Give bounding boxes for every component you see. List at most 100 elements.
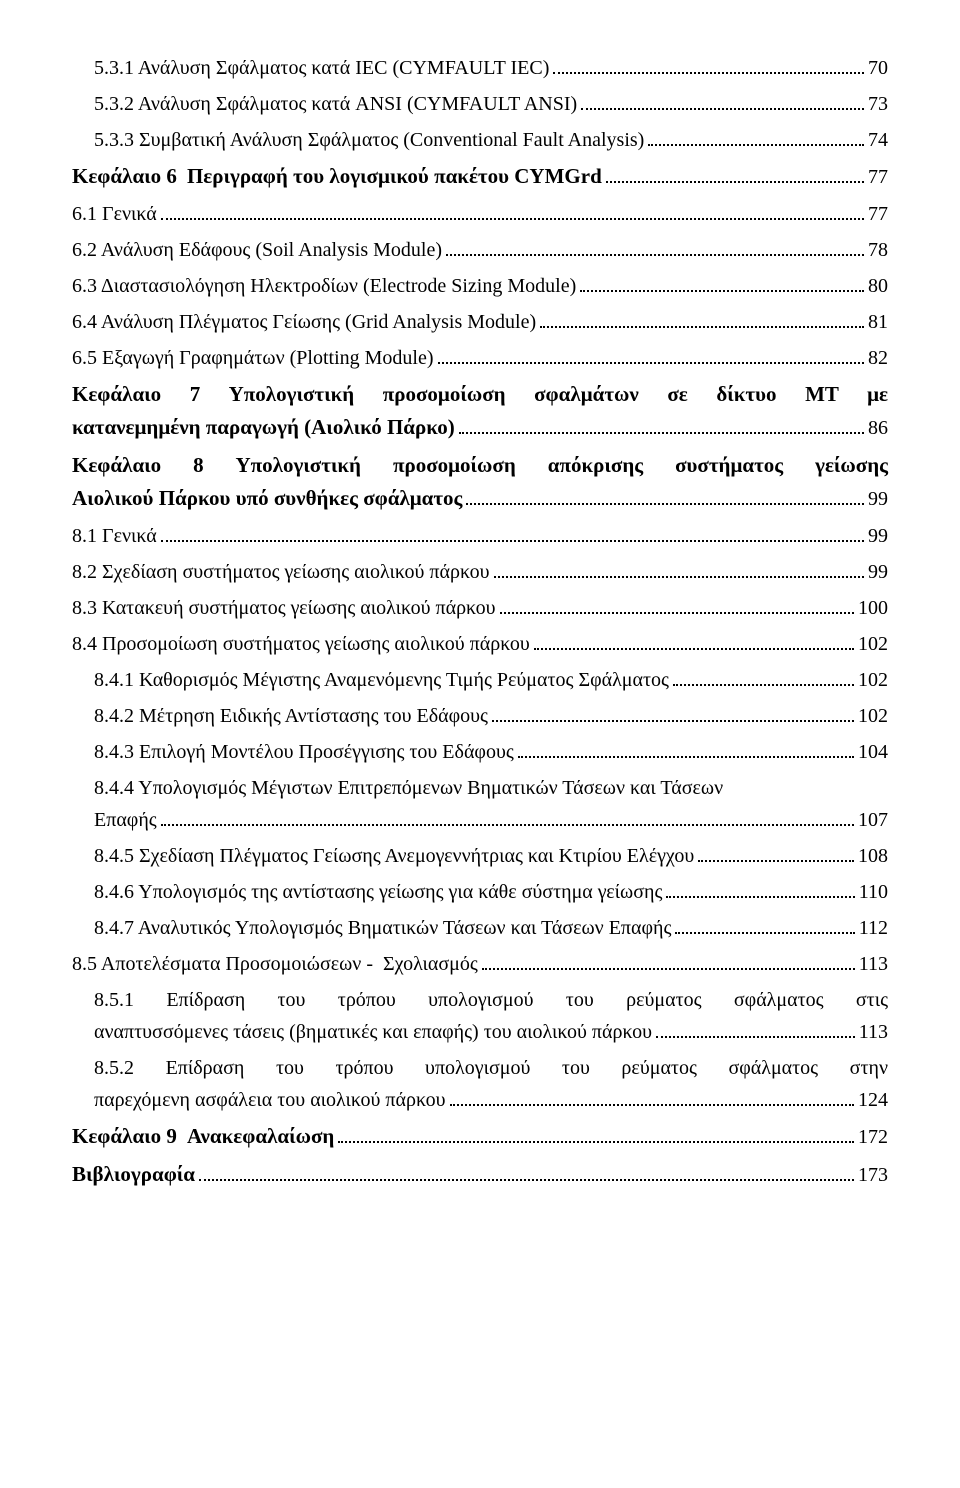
- toc-page-number: 172: [858, 1121, 888, 1153]
- toc-label: 5.3.2 Ανάλυση Σφάλματος κατά ANSI (CYMFA…: [94, 88, 577, 120]
- toc-chapter-entry: Κεφάλαιο 9 Ανακεφαλαίωση172: [72, 1120, 888, 1154]
- toc-leader-dots: [459, 432, 864, 434]
- toc-entry: 8.5.2 Επίδραση του τρόπου υπολογισμού το…: [72, 1052, 888, 1116]
- toc-page-number: 110: [859, 876, 888, 908]
- toc-entry: 5.3.1 Ανάλυση Σφάλματος κατά IEC (CYMFAU…: [72, 52, 888, 84]
- toc-label: 8.3 Κατακευή συστήματος γείωσης αιολικού…: [72, 592, 496, 624]
- toc-leader-dots: [466, 503, 864, 505]
- toc-page-number: 100: [858, 592, 888, 624]
- toc-chapter-title: Περιγραφή του λογισμικού πακέτου CYMGrd: [187, 164, 602, 188]
- toc-entry: 8.5 Αποτελέσματα Προσομοιώσεων - Σχολιασ…: [72, 948, 888, 980]
- toc-chapter-title-line1: Υπολογιστική προσομοίωση σφαλμάτων σε δί…: [229, 382, 888, 406]
- toc-label-line1: 8.5.2 Επίδραση του τρόπου υπολογισμού το…: [94, 1052, 888, 1084]
- toc-chapter-title-line2: Αιολικού Πάρκου υπό συνθήκες σφάλματος: [72, 482, 462, 516]
- toc-page-number: 77: [868, 161, 888, 193]
- toc-leader-dots: [450, 1104, 854, 1106]
- toc-entry: 8.4.1 Καθορισμός Μέγιστης Αναμενόμενης Τ…: [72, 664, 888, 696]
- toc-label: 8.4.2 Μέτρηση Ειδικής Αντίστασης του Εδά…: [94, 700, 488, 732]
- toc-page-number: 113: [859, 1016, 888, 1048]
- toc-label: 8.4.3 Επιλογή Μοντέλου Προσέγγισης του Ε…: [94, 736, 514, 768]
- toc-page-number: 99: [868, 556, 888, 588]
- toc-chapter-title-line2: κατανεμημένη παραγωγή (Αιολικό Πάρκο): [72, 411, 455, 445]
- toc-leader-dots: [580, 290, 864, 292]
- toc-entry: 8.4.2 Μέτρηση Ειδικής Αντίστασης του Εδά…: [72, 700, 888, 732]
- toc-label: 8.2 Σχεδίαση συστήματος γείωσης αιολικού…: [72, 556, 490, 588]
- toc-leader-dots: [482, 968, 855, 970]
- toc-chapter-entry: Βιβλιογραφία 173: [72, 1158, 888, 1192]
- toc-entry: 8.4.6 Υπολογισμός της αντίστασης γείωσης…: [72, 876, 888, 908]
- toc-entry: 6.3 Διαστασιολόγηση Ηλεκτροδίων (Electro…: [72, 270, 888, 302]
- toc-entry: 6.5 Εξαγωγή Γραφημάτων (Plotting Module)…: [72, 342, 888, 374]
- toc-page-number: 102: [858, 664, 888, 696]
- toc-label: 8.4.5 Σχεδίαση Πλέγματος Γείωσης Ανεμογε…: [94, 840, 694, 872]
- toc-page-number: 107: [858, 804, 888, 836]
- toc-page-number: 81: [868, 306, 888, 338]
- toc-page-number: 99: [868, 483, 888, 515]
- toc-leader-dots: [675, 932, 854, 934]
- toc-label-line1: 8.4.4 Υπολογισμός Μέγιστων Επιτρεπόμενων…: [94, 772, 888, 804]
- toc-leader-dots: [698, 860, 854, 862]
- toc-label-line2: Επαφής: [94, 804, 157, 836]
- toc-leader-dots: [438, 362, 864, 364]
- toc-label-line1: 8.5.1 Επίδραση του τρόπου υπολογισμού το…: [94, 984, 888, 1016]
- toc-label: 8.4.1 Καθορισμός Μέγιστης Αναμενόμενης Τ…: [94, 664, 669, 696]
- toc-entry: 8.4.4 Υπολογισμός Μέγιστων Επιτρεπόμενων…: [72, 772, 888, 836]
- toc-label: 6.4 Ανάλυση Πλέγματος Γείωσης (Grid Anal…: [72, 306, 536, 338]
- toc-page-number: 173: [858, 1159, 888, 1191]
- toc-page-number: 102: [858, 628, 888, 660]
- toc-leader-dots: [656, 1036, 855, 1038]
- toc-leader-dots: [161, 218, 864, 220]
- toc-label: 8.1 Γενικά: [72, 520, 157, 552]
- toc-leader-dots: [540, 326, 864, 328]
- toc-leader-dots: [338, 1141, 854, 1143]
- toc-leader-dots: [606, 181, 864, 183]
- toc-label: 8.4.7 Αναλυτικός Υπολογισμός Βηματικών Τ…: [94, 912, 671, 944]
- toc-leader-dots: [648, 144, 864, 146]
- toc-leader-dots: [492, 720, 854, 722]
- toc-page-number: 108: [858, 840, 888, 872]
- toc-label: 8.5 Αποτελέσματα Προσομοιώσεων - Σχολιασ…: [72, 948, 478, 980]
- toc-label-line2: παρεχόμενη ασφάλεια του αιολικού πάρκου: [94, 1084, 446, 1116]
- toc-entry: 8.4.5 Σχεδίαση Πλέγματος Γείωσης Ανεμογε…: [72, 840, 888, 872]
- toc-entry: 5.3.2 Ανάλυση Σφάλματος κατά ANSI (CYMFA…: [72, 88, 888, 120]
- toc-page-number: 80: [868, 270, 888, 302]
- toc-label: 6.3 Διαστασιολόγηση Ηλεκτροδίων (Electro…: [72, 270, 576, 302]
- toc-leader-dots: [534, 648, 854, 650]
- toc-leader-dots: [553, 72, 864, 74]
- toc-leader-dots: [673, 684, 854, 686]
- toc-entry: 6.1 Γενικά77: [72, 198, 888, 230]
- toc-entry: 6.2 Ανάλυση Εδάφους (Soil Analysis Modul…: [72, 234, 888, 266]
- toc-label: 5.3.3 Συμβατική Ανάλυση Σφάλματος (Conve…: [94, 124, 644, 156]
- toc-entry: 8.5.1 Επίδραση του τρόπου υπολογισμού το…: [72, 984, 888, 1048]
- toc-label: 8.4.6 Υπολογισμός της αντίστασης γείωσης…: [94, 876, 662, 908]
- toc-page-number: 78: [868, 234, 888, 266]
- toc-entry: 8.4.3 Επιλογή Μοντέλου Προσέγγισης του Ε…: [72, 736, 888, 768]
- toc-label-line2: αναπτυσσόμενες τάσεις (βηματικές και επα…: [94, 1016, 652, 1048]
- toc-leader-dots: [494, 576, 865, 578]
- toc-leader-dots: [161, 540, 864, 542]
- toc-page-number: 112: [859, 912, 888, 944]
- toc-page-number: 82: [868, 342, 888, 374]
- toc-chapter-number: Βιβλιογραφία: [72, 1162, 195, 1186]
- toc-entry: 6.4 Ανάλυση Πλέγματος Γείωσης (Grid Anal…: [72, 306, 888, 338]
- toc-page-number: 102: [858, 700, 888, 732]
- toc-page-number: 104: [858, 736, 888, 768]
- toc-label: 8.4 Προσομοίωση συστήματος γείωσης αιολι…: [72, 628, 530, 660]
- toc-label: 6.2 Ανάλυση Εδάφους (Soil Analysis Modul…: [72, 234, 442, 266]
- toc-page-number: 124: [858, 1084, 888, 1116]
- toc-leader-dots: [518, 756, 854, 758]
- toc-page-number: 74: [868, 124, 888, 156]
- toc-chapter-number: Κεφάλαιο 7: [72, 382, 200, 406]
- toc-label: 6.5 Εξαγωγή Γραφημάτων (Plotting Module): [72, 342, 434, 374]
- table-of-contents: 5.3.1 Ανάλυση Σφάλματος κατά IEC (CYMFAU…: [72, 52, 888, 1191]
- toc-entry: 8.1 Γενικά99: [72, 520, 888, 552]
- toc-chapter-number: Κεφάλαιο 8: [72, 453, 204, 477]
- toc-page-number: 86: [868, 412, 888, 444]
- toc-entry: 8.3 Κατακευή συστήματος γείωσης αιολικού…: [72, 592, 888, 624]
- toc-leader-dots: [161, 824, 854, 826]
- toc-chapter-title-line1: Υπολογιστική προσομοίωση απόκρισης συστή…: [235, 453, 888, 477]
- toc-entry: 8.4.7 Αναλυτικός Υπολογισμός Βηματικών Τ…: [72, 912, 888, 944]
- toc-page-number: 73: [868, 88, 888, 120]
- toc-leader-dots: [500, 612, 854, 614]
- toc-chapter-entry: Κεφάλαιο 8 Υπολογιστική προσομοίωση απόκ…: [72, 449, 888, 516]
